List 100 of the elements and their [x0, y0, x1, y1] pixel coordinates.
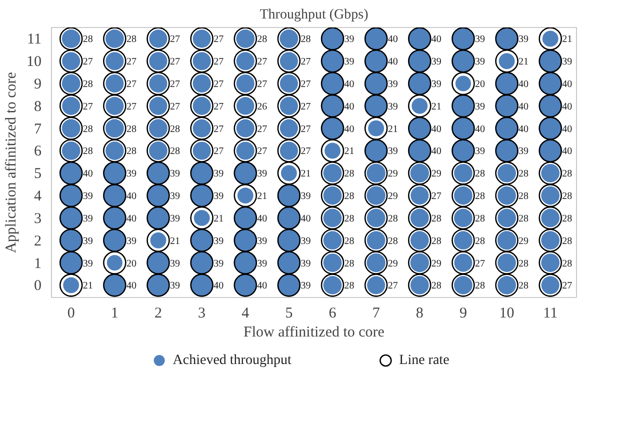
annotation: 39 — [170, 191, 180, 202]
y-tick-label: 1 — [34, 256, 42, 272]
annotation: 21 — [344, 146, 354, 158]
annotation: 39 — [82, 213, 93, 224]
annotation: 28 — [562, 236, 572, 247]
y-tick-label: 0 — [34, 278, 42, 294]
annotation: 27 — [300, 79, 311, 90]
x-tick-label: 11 — [543, 306, 558, 322]
annotation: 39 — [126, 236, 136, 247]
annotation: 28 — [344, 258, 354, 270]
y-tick-label: 6 — [34, 144, 42, 160]
annotation: 27 — [126, 56, 136, 68]
x-axis-title: Flow affinitized to core — [244, 324, 385, 340]
annotation: 39 — [344, 34, 354, 46]
annotation: 40 — [126, 213, 136, 224]
annotation: 28 — [388, 236, 398, 247]
annotation: 28 — [562, 191, 572, 202]
annotation: 39 — [82, 258, 93, 270]
annotation: 28 — [431, 236, 442, 247]
annotation: 40 — [431, 124, 442, 135]
annotation: 21 — [170, 236, 180, 247]
annotation: 27 — [214, 101, 224, 112]
annotation: 39 — [474, 146, 485, 158]
annotation: 28 — [474, 168, 485, 180]
annotation: 28 — [431, 213, 442, 224]
annotation: 40 — [300, 213, 311, 224]
annotation: 28 — [518, 168, 529, 180]
y-tick-label: 5 — [34, 166, 42, 182]
annotation: 40 — [214, 280, 224, 292]
annotation: 39 — [388, 101, 398, 112]
annotation: 40 — [518, 79, 529, 90]
annotation: 39 — [257, 168, 268, 180]
annotation: 28 — [518, 213, 529, 224]
y-tick-label: 3 — [34, 210, 42, 227]
annotation: 27 — [82, 101, 93, 112]
x-tick-label: 2 — [154, 306, 162, 322]
annotation: 27 — [431, 191, 442, 202]
annotation: 40 — [82, 168, 93, 180]
annotation: 21 — [300, 168, 311, 180]
annotation: 39 — [300, 280, 311, 292]
x-tick-label: 10 — [499, 306, 514, 322]
annotation: 39 — [518, 146, 529, 158]
annotation: 29 — [388, 168, 398, 180]
annotation: 28 — [518, 191, 529, 202]
annotation: 40 — [126, 280, 136, 292]
annotation: 26 — [257, 101, 268, 112]
y-tick-label: 9 — [34, 76, 42, 93]
x-tick-label: 8 — [416, 306, 424, 322]
annotation: 21 — [431, 101, 442, 112]
annotation: 39 — [300, 191, 311, 202]
annotation: 39 — [170, 168, 180, 180]
annotation: 27 — [257, 146, 268, 158]
annotation: 29 — [431, 168, 442, 180]
annotation: 27 — [474, 258, 485, 270]
annotation: 40 — [257, 280, 268, 292]
annotation: 28 — [562, 168, 572, 180]
annotation: 27 — [214, 56, 224, 68]
annotation: 27 — [562, 280, 572, 292]
annotation: 40 — [518, 124, 529, 135]
annotation: 20 — [126, 258, 136, 270]
annotation: 28 — [562, 213, 572, 224]
annotation: 27 — [170, 79, 180, 90]
annotation: 27 — [170, 101, 180, 112]
x-tick-label: 7 — [372, 306, 380, 322]
x-tick-label: 1 — [110, 306, 118, 322]
annotation: 40 — [388, 34, 398, 46]
annotation: 40 — [344, 101, 354, 112]
annotation: 39 — [300, 258, 311, 270]
annotation: 40 — [344, 79, 354, 90]
chart-title: Throughput (Gbps) — [260, 8, 369, 22]
annotation: 28 — [518, 280, 529, 292]
annotation: 40 — [126, 191, 136, 202]
x-tick-label: 5 — [285, 306, 293, 322]
annotation: 28 — [344, 236, 354, 247]
legend-label: Line rate — [399, 353, 450, 368]
y-tick-label: 10 — [26, 54, 42, 70]
annotation: 40 — [257, 213, 268, 224]
annotation: 28 — [300, 34, 311, 46]
annotation: 40 — [431, 146, 442, 158]
annotation: 28 — [126, 34, 136, 46]
annotation: 28 — [344, 168, 354, 180]
annotation: 29 — [431, 258, 442, 270]
annotation: 21 — [388, 124, 398, 135]
annotation: 28 — [474, 191, 485, 202]
annotation: 27 — [214, 79, 224, 90]
annotation: 28 — [82, 79, 93, 90]
annotation: 20 — [474, 79, 485, 90]
annotation: 27 — [126, 101, 136, 112]
y-tick-label: 2 — [34, 233, 42, 250]
annotation: 27 — [257, 79, 268, 90]
annotation: 27 — [257, 124, 268, 135]
x-tick-label: 6 — [328, 306, 337, 322]
annotation: 39 — [474, 101, 485, 112]
annotation: 29 — [388, 258, 398, 270]
annotation: 40 — [388, 56, 398, 68]
annotation: 40 — [474, 124, 485, 135]
annotation: 28 — [82, 146, 93, 158]
annotation: 28 — [344, 213, 354, 224]
annotation: 29 — [388, 191, 398, 202]
annotation: 28 — [474, 213, 485, 224]
